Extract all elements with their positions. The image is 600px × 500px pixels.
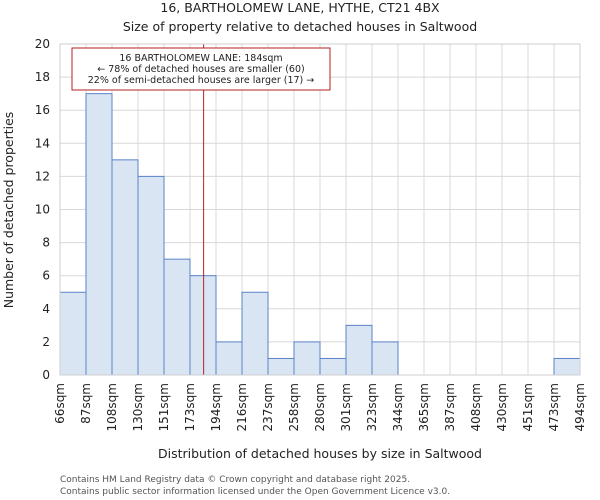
y-tick-label: 0 xyxy=(42,368,50,382)
bar xyxy=(111,159,139,376)
y-tick-label: 12 xyxy=(35,169,50,183)
y-tick-label: 2 xyxy=(42,335,50,349)
y-axis-ticks: 0 2 4 6 8 10 12 14 16 18 20 xyxy=(35,37,50,382)
bar xyxy=(163,258,191,376)
bar xyxy=(371,341,399,376)
x-axis-label: Distribution of detached houses by size … xyxy=(158,446,482,461)
chart-title: 16, BARTHOLOMEW LANE, HYTHE, CT21 4BX xyxy=(160,0,440,15)
x-tick-label: 87sqm xyxy=(79,383,93,424)
x-tick-label: 194sqm xyxy=(209,383,223,431)
x-tick-label: 387sqm xyxy=(443,383,457,431)
x-tick-label: 108sqm xyxy=(105,383,119,431)
y-tick-label: 6 xyxy=(42,269,50,283)
x-tick-label: 237sqm xyxy=(261,383,275,431)
annotation-frame xyxy=(71,47,331,91)
bar xyxy=(267,357,295,376)
bar xyxy=(85,93,113,376)
x-tick-label: 408sqm xyxy=(469,383,483,431)
bar xyxy=(345,324,373,376)
x-tick-label: 344sqm xyxy=(391,383,405,431)
x-tick-label: 151sqm xyxy=(157,383,171,431)
y-tick-label: 10 xyxy=(35,203,50,217)
bar xyxy=(319,357,347,376)
x-tick-label: 216sqm xyxy=(235,383,249,431)
bar xyxy=(215,341,243,376)
x-axis-ticks: 66sqm 87sqm 108sqm 130sqm 151sqm 173sqm 194sqm… xyxy=(53,383,587,431)
x-tick-label: 430sqm xyxy=(495,383,509,431)
bar xyxy=(137,175,165,376)
x-tick-label: 365sqm xyxy=(417,383,431,431)
y-tick-label: 4 xyxy=(42,302,50,316)
bar xyxy=(189,275,217,376)
x-tick-label: 258sqm xyxy=(287,383,301,431)
x-tick-label: 473sqm xyxy=(547,383,561,431)
y-tick-label: 8 xyxy=(42,236,50,250)
y-tick-label: 18 xyxy=(35,70,50,84)
y-axis-label: Number of detached properties xyxy=(1,112,16,309)
x-tick-label: 130sqm xyxy=(131,383,145,431)
x-tick-label: 451sqm xyxy=(521,383,535,431)
bar xyxy=(241,291,269,376)
x-tick-label: 66sqm xyxy=(53,383,67,424)
annotation-line-2: ← 78% of detached houses are smaller (60… xyxy=(97,64,304,75)
y-tick-label: 20 xyxy=(35,37,50,51)
y-tick-label: 14 xyxy=(35,136,50,150)
bars xyxy=(59,93,581,376)
x-tick-label: 173sqm xyxy=(183,383,197,431)
footer-line-2: Contains public sector information licen… xyxy=(60,487,450,497)
footer-line-1: Contains HM Land Registry data © Crown c… xyxy=(60,475,410,485)
y-tick-label: 16 xyxy=(35,103,50,117)
bar xyxy=(553,357,581,376)
annotation-box: 16 BARTHOLOMEW LANE: 184sqm ← 78% of det… xyxy=(71,47,331,91)
annotation-line-3: 22% of semi-detached houses are larger (… xyxy=(88,75,315,86)
chart-subtitle: Size of property relative to detached ho… xyxy=(123,19,477,34)
plot-frame xyxy=(59,43,581,376)
x-tick-label: 494sqm xyxy=(573,383,587,431)
x-tick-label: 301sqm xyxy=(339,383,353,431)
annotation-line-1: 16 BARTHOLOMEW LANE: 184sqm xyxy=(119,53,282,64)
bar xyxy=(59,291,87,376)
x-tick-label: 323sqm xyxy=(365,383,379,431)
x-tick-label: 280sqm xyxy=(313,383,327,431)
bar xyxy=(293,341,321,376)
